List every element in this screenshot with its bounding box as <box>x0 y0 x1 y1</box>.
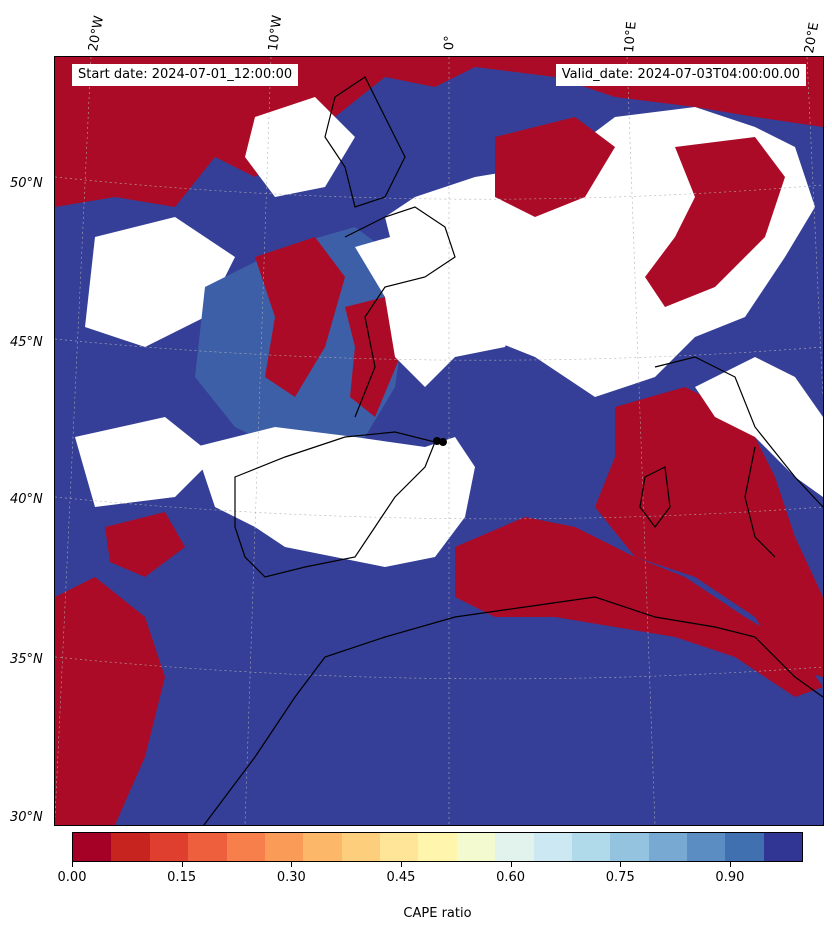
colorbar-segment-15 <box>648 833 687 861</box>
lon-label-20w: 20°W <box>86 14 108 53</box>
colorbar-tick-3 <box>400 862 402 867</box>
gridline-lat-40 <box>55 496 823 520</box>
region-atlantic-blank-3 <box>245 97 355 197</box>
colorbar-tick-5 <box>620 862 622 867</box>
lat-label-35n: 35°N <box>10 652 43 667</box>
coastline-sardinia <box>639 466 671 528</box>
gridline-lat-45 <box>55 338 823 361</box>
gridline-lat-35 <box>55 656 823 680</box>
colorbar-segment-8 <box>380 833 419 861</box>
region-atlantic-blank-1 <box>85 217 235 347</box>
gridline-lat-50 <box>55 176 823 200</box>
colorbar-segment-11 <box>495 833 534 861</box>
gridline-lon-20w <box>55 57 92 818</box>
region-iberia-blank <box>195 427 475 567</box>
coastline-italy <box>654 356 823 558</box>
colorbar-segment-14 <box>610 833 649 861</box>
colorbar-tick-label-1: 0.15 <box>167 870 197 885</box>
colorbar-tick-label-2: 0.30 <box>276 870 306 885</box>
colorbar-tick-label-4: 0.60 <box>496 870 526 885</box>
colorbar-tick-label-3: 0.45 <box>386 870 416 885</box>
lat-label-30n: 30°N <box>10 810 43 825</box>
colorbar-segment-16 <box>687 833 726 861</box>
colorbar-segment-12 <box>533 833 572 861</box>
colorbar-tick-label-0: 0.00 <box>57 870 87 885</box>
region-france-blank <box>355 227 525 387</box>
colorbar-segment-10 <box>456 833 496 861</box>
colorbar-segment-17 <box>725 833 764 861</box>
colorbar-tick-0 <box>72 862 73 867</box>
colorbar-segment-9 <box>418 833 457 861</box>
colorbar-segment-5 <box>264 833 304 861</box>
lon-label-0: 0° <box>442 35 458 51</box>
region-central-europe-high-2 <box>495 117 615 217</box>
lat-label-40n: 40°N <box>10 492 43 507</box>
colorbar-tick-label-5: 0.75 <box>605 870 635 885</box>
lon-label-20e: 20°E <box>802 21 823 55</box>
colorbar-segment-1 <box>111 833 150 861</box>
lat-label-45n: 45°N <box>10 335 43 350</box>
coastline-north-africa <box>203 596 823 825</box>
region-italy-blank <box>695 357 823 497</box>
location-marker <box>433 437 447 446</box>
region-west-med-high-small <box>105 512 185 577</box>
colorbar-segment-6 <box>303 833 342 861</box>
lon-label-10e: 10°E <box>622 20 640 54</box>
coastlines <box>203 76 823 825</box>
gridline-lon-10e <box>626 57 656 825</box>
gridline-lon-20e <box>806 57 823 398</box>
colorbar-segment-18 <box>763 833 803 861</box>
gridline-lon-10w <box>244 57 272 825</box>
coastline-france <box>344 206 456 418</box>
graticule <box>55 57 823 825</box>
colorbar-tick-label-6: 0.90 <box>715 870 745 885</box>
lat-label-50n: 50°N <box>10 176 43 191</box>
start-date-label: Start date: 2024-07-01_12:00:00 <box>72 64 299 86</box>
colorbar-segment-7 <box>341 833 380 861</box>
colorbar-tick-1 <box>181 862 183 867</box>
cape-ratio-map <box>55 57 823 825</box>
region-atlantic-blank-2 <box>75 417 215 507</box>
colorbar-tick-4 <box>510 862 512 867</box>
valid-date-label: Valid_date: 2024-07-03T04:00:00.00 <box>555 64 806 86</box>
marker-dot-1 <box>433 437 441 445</box>
region-north-atlantic-high <box>55 57 823 207</box>
region-biscay-high <box>255 237 345 397</box>
coastline-iberia <box>234 431 436 578</box>
marker-dot-2 <box>439 438 447 446</box>
colorbar-tick-6 <box>729 862 731 867</box>
colorbar <box>72 832 803 862</box>
region-italy-high <box>595 387 823 677</box>
colorbar-segment-2 <box>149 833 189 861</box>
coastline-uk <box>324 76 406 208</box>
region-central-europe-high-1 <box>645 137 785 307</box>
colorbar-segment-0 <box>73 833 112 861</box>
colorbar-label: CAPE ratio <box>403 906 472 921</box>
region-north-africa-high <box>455 517 823 697</box>
region-southwest-high <box>55 577 165 825</box>
map-panel <box>54 56 824 826</box>
colorbar-segment-13 <box>571 833 611 861</box>
lon-label-10w: 10°W <box>266 14 286 52</box>
colorbar-tick-2 <box>291 862 293 867</box>
colorbar-segment-4 <box>226 833 265 861</box>
colorbar-segment-3 <box>188 833 227 861</box>
